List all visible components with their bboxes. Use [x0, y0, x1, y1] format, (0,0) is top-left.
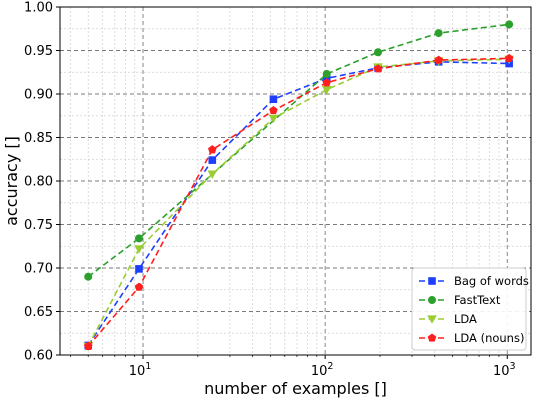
y-tick-label: 0.95 [24, 44, 53, 59]
data-point-lda-nouns [434, 55, 443, 64]
data-point-fasttext [373, 48, 382, 57]
legend-box [411, 267, 527, 351]
series-line-lda-nouns [87, 57, 510, 347]
y-tick-label: 0.70 [24, 262, 53, 277]
series-line-bag-of-words [87, 61, 510, 346]
data-point-fasttext [84, 272, 93, 281]
series-fasttext [84, 20, 514, 281]
x-tick-label: 103 [493, 361, 516, 379]
series-line-fasttext [87, 23, 510, 278]
data-point-bag-of-words [135, 265, 143, 273]
data-point-fasttext [134, 234, 143, 243]
legend-marker [428, 296, 436, 304]
ticks: 0.60 0.65 0.70 0.75 0.80 0.85 0.90 0.95 1.00 101 1… [24, 1, 516, 380]
legend-item-fasttext: FastText [419, 293, 501, 307]
data-point-lda-nouns [373, 64, 383, 73]
data-point-lda-nouns [208, 145, 217, 154]
x-axis-label: number of examples [] [204, 379, 387, 398]
data-point-lda [134, 245, 144, 254]
legend-item-bag-of-words: Bag of words [419, 274, 529, 288]
x-tick-label: 101 [129, 361, 152, 379]
data-point-lda-nouns [83, 341, 93, 350]
y-tick-label: 0.60 [24, 349, 53, 364]
data-point-bag-of-words [269, 95, 278, 104]
legend-marker [428, 277, 436, 285]
legend-label: Bag of words [454, 274, 529, 288]
data-point-lda-nouns [504, 53, 514, 62]
legend-marker [427, 333, 437, 342]
data-point-fasttext [434, 29, 443, 38]
data-point-fasttext [322, 69, 331, 78]
data-point-bag-of-words [208, 156, 217, 164]
y-tick-label: 0.65 [24, 305, 53, 320]
legend-label: FastText [454, 293, 501, 307]
legend-label: LDA [454, 312, 477, 326]
y-tick-label: 1.00 [24, 1, 53, 16]
data-point-fasttext [505, 20, 514, 29]
series-lda-nouns [83, 53, 514, 350]
y-tick-label: 0.90 [24, 88, 53, 103]
data-point-lda-nouns [134, 282, 144, 291]
y-tick-label: 0.85 [24, 131, 53, 146]
y-tick-label: 0.75 [24, 218, 53, 233]
y-tick-label: 0.80 [24, 175, 53, 190]
legend: Bag of words FastText LDA LDA (nouns) [411, 267, 529, 351]
data-point-lda [321, 86, 332, 95]
data-point-lda [268, 114, 279, 124]
y-axis-label: accuracy [] [2, 136, 21, 226]
series-line-lda [87, 58, 510, 347]
legend-item-lda: LDA [419, 312, 477, 326]
x-tick-label: 102 [311, 361, 334, 379]
legend-label: LDA (nouns) [454, 331, 524, 345]
legend-marker [427, 315, 437, 324]
series-layer [83, 20, 514, 352]
data-point-lda-nouns [269, 106, 278, 115]
data-point-lda-nouns [322, 78, 331, 87]
legend-item-lda-nouns: LDA (nouns) [419, 331, 524, 345]
data-point-lda [207, 170, 218, 179]
